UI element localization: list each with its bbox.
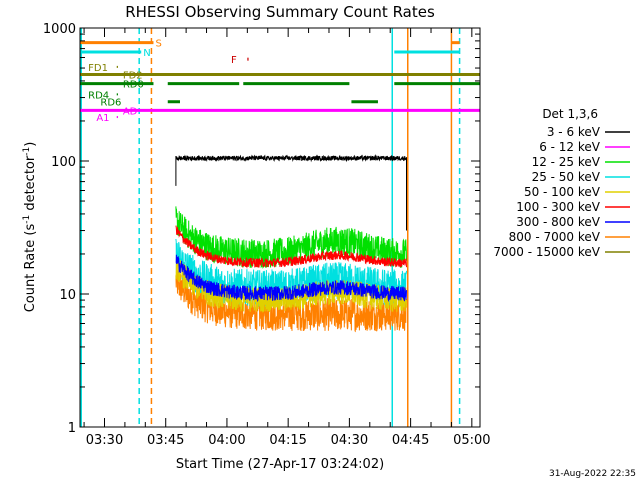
legend-entry-label: 12 - 25 keV: [532, 155, 601, 169]
y-tick-label: 100: [51, 155, 76, 170]
flag-label-rd0: RD0: [123, 80, 144, 91]
flag-label-fd2: FD2: [123, 71, 143, 82]
legend-entry-label: 25 - 50 keV: [532, 170, 601, 184]
x-tick-label: 05:00: [453, 433, 490, 448]
x-tick-label: 03:30: [86, 433, 123, 448]
chart-title: RHESSI Observing Summary Count Rates: [125, 3, 435, 21]
x-tick-label: 03:45: [147, 433, 184, 448]
flag-label-n: N: [143, 48, 150, 59]
y-axis-label-mid: detector: [23, 155, 38, 215]
y-axis-label-main: Count Rate (s: [23, 224, 38, 313]
footer-date: 31-Aug-2022 22:35: [549, 469, 636, 479]
flag-label-a1: A1: [96, 113, 109, 124]
plot-frame: [79, 27, 481, 428]
y-tick-label: 10: [59, 288, 76, 303]
y-tick-label: 1000: [43, 22, 76, 37]
series-line-300-800-kev: [175, 254, 407, 303]
x-tick-label: 04:30: [331, 433, 368, 448]
y-axis-label-end: ): [23, 142, 38, 147]
x-tick-label: 04:45: [392, 433, 429, 448]
legend-entry-label: 6 - 12 keV: [539, 140, 601, 154]
series-line-3-6-kev: [175, 154, 407, 231]
legend-entry-label: 100 - 300 keV: [516, 200, 600, 214]
flag-label-fd1: FD1: [88, 63, 108, 74]
legend-entry-label: 50 - 100 keV: [524, 185, 601, 199]
series-line-100-300-kev: [175, 225, 407, 269]
x-axis-label: Start Time (27-Apr-17 03:24:02): [176, 457, 384, 472]
flag-label-ad: AD: [123, 106, 138, 117]
y-axis-label-sup2: -1: [22, 147, 32, 156]
y-axis-label: Count Rate (s-1 detector-1): [22, 142, 38, 313]
legend-title: Det 1,3,6: [542, 107, 598, 121]
flag-label-rd6: RD6: [100, 98, 121, 109]
x-tick-label: 04:00: [208, 433, 245, 448]
series-line-12-25-kev: [175, 206, 407, 269]
legend-entry-label: 800 - 7000 keV: [509, 230, 601, 244]
x-tick-label: 04:15: [269, 433, 306, 448]
legend-entry-label: 3 - 6 keV: [547, 125, 601, 139]
flag-label-rd4: RD4: [88, 90, 109, 101]
flag-label-f: F: [231, 55, 237, 66]
legend-entry-label: 300 - 800 keV: [516, 215, 600, 229]
flag-label-s: S: [156, 39, 162, 50]
legend-entry-label: 7000 - 15000 keV: [493, 245, 600, 259]
y-axis: 1 10 100 1000: [43, 22, 480, 436]
y-axis-label-sup1: -1: [22, 215, 32, 224]
y-tick-label: 1: [68, 421, 76, 436]
x-axis: 03:30 03:45 04:00 04:15 04:30 04:45 05:00: [83, 28, 491, 448]
